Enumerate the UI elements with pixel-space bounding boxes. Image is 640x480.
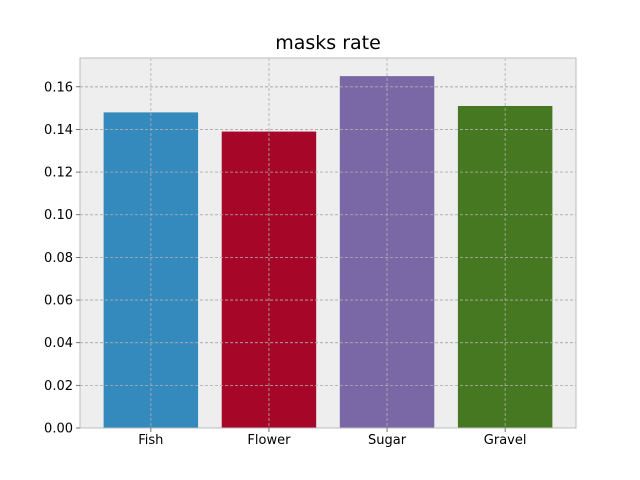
plot-frame bbox=[79, 57, 577, 429]
y-tick-label: 0.12 bbox=[44, 166, 73, 181]
y-tick-label: 0.00 bbox=[44, 422, 73, 437]
y-tick-label: 0.06 bbox=[44, 294, 73, 309]
y-tick-label: 0.14 bbox=[44, 123, 73, 138]
x-tick-label: Sugar bbox=[368, 433, 407, 448]
x-tick-label: Gravel bbox=[484, 433, 527, 448]
x-tick-label: Flower bbox=[247, 433, 291, 448]
y-axis-ticks: 0.00 0.02 0.04 0.06 0.08 0.10 0.12 0.14 0.16 bbox=[44, 80, 80, 437]
y-tick-label: 0.10 bbox=[44, 208, 73, 223]
y-tick-label: 0.02 bbox=[44, 379, 73, 394]
y-tick-label: 0.04 bbox=[44, 336, 73, 351]
chart-title: masks rate bbox=[275, 32, 381, 54]
x-axis-ticks: Fish Flower Sugar Gravel bbox=[138, 428, 526, 448]
grid-overlay bbox=[80, 58, 576, 428]
x-tick-label: Fish bbox=[138, 433, 163, 448]
y-tick-label: 0.08 bbox=[44, 251, 73, 266]
y-tick-label: 0.16 bbox=[44, 80, 73, 95]
